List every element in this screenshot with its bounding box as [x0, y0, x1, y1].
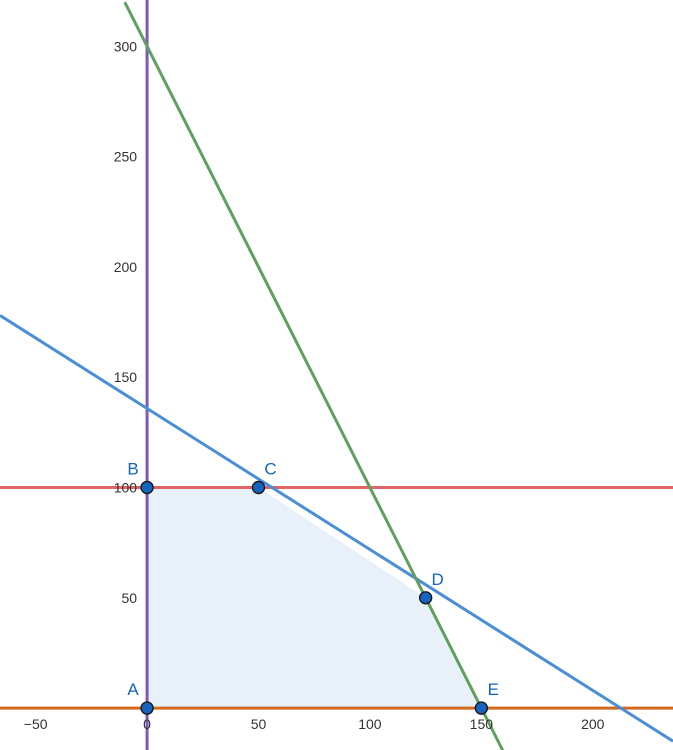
y-tick-label: 200	[114, 259, 138, 275]
vertex-point-a[interactable]	[140, 701, 154, 715]
vertex-point-b[interactable]	[140, 480, 154, 495]
vertex-point-e[interactable]	[474, 701, 489, 715]
x-tick-label: −50	[24, 716, 48, 732]
y-tick-label: 300	[114, 38, 138, 54]
y-tick-label: 150	[114, 369, 138, 385]
x-tick-label: 50	[251, 716, 267, 732]
vertex-label-d: D	[431, 570, 443, 589]
feasible-region-layer	[147, 487, 482, 709]
vertex-label-b: B	[127, 460, 138, 479]
vertex-label-e: E	[488, 680, 499, 699]
constraint-line-4	[123, 1, 505, 750]
x-tick-label: 200	[581, 716, 605, 732]
x-tick-label: 150	[470, 716, 494, 732]
vertex-label-a: A	[127, 680, 139, 699]
vertex-point-d[interactable]	[418, 591, 433, 605]
vertex-points-layer: A B C D E	[127, 460, 499, 715]
vertex-label-c: C	[264, 460, 276, 479]
x-tick-label: 100	[358, 716, 382, 732]
axis-tick-labels: −50 0 50 100 150 200 50 100 150 200 250 300	[24, 38, 605, 732]
y-tick-label: 250	[114, 149, 138, 165]
feasible-region	[147, 487, 482, 709]
vertex-point-c[interactable]	[251, 480, 266, 495]
constraint-line-3	[0, 314, 673, 743]
y-tick-label: 50	[122, 590, 138, 606]
x-tick-label: 0	[143, 716, 151, 732]
y-tick-label: 100	[114, 480, 138, 496]
